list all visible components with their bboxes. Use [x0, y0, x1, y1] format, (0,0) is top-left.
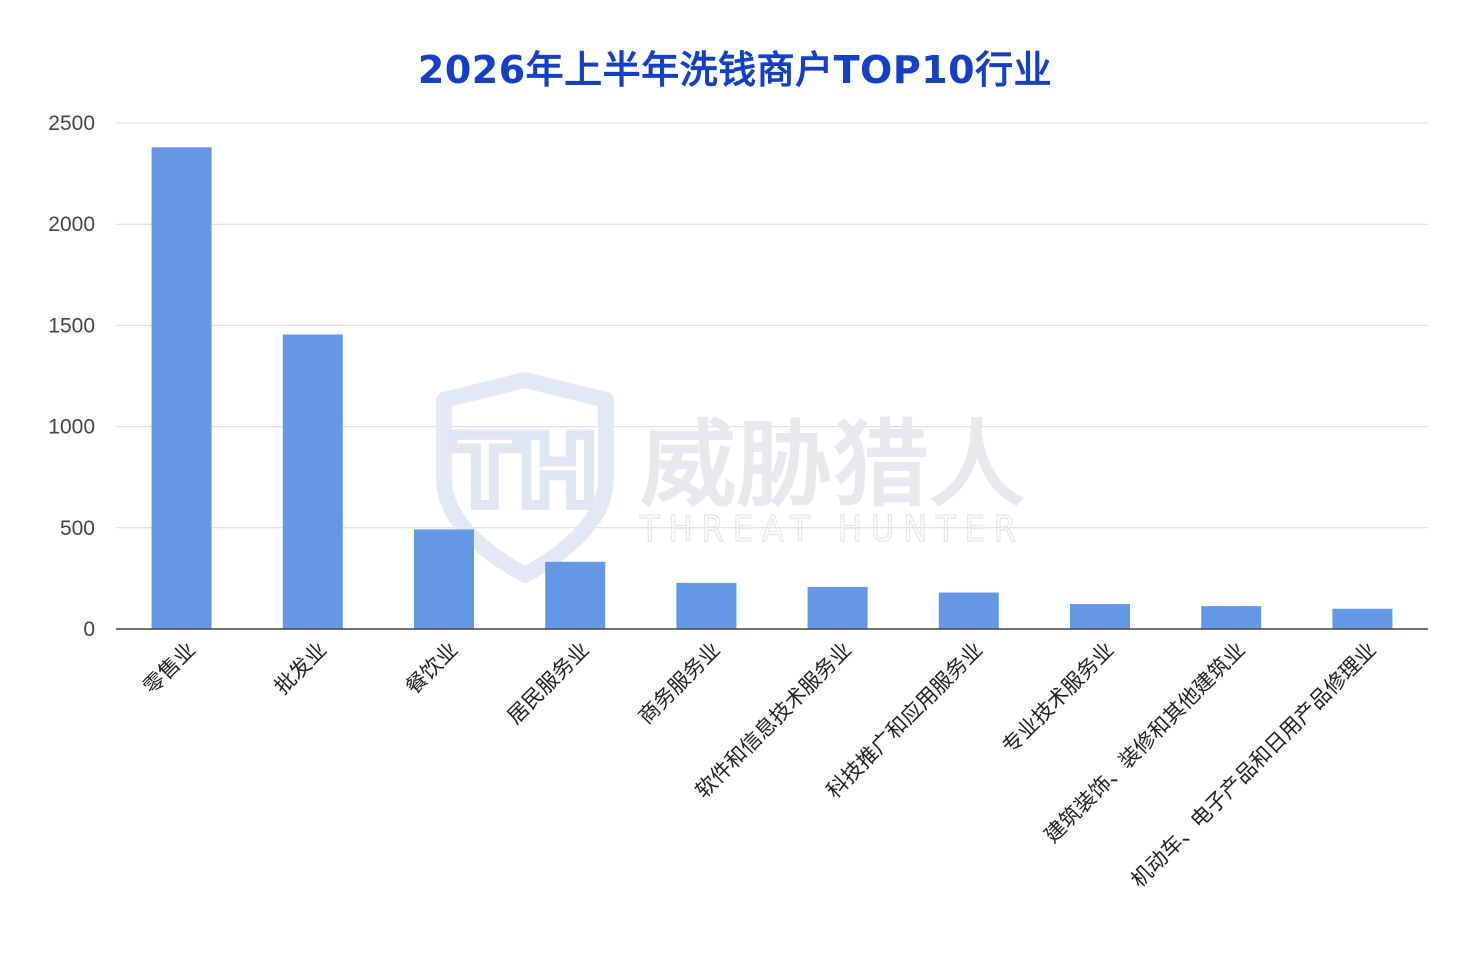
watermark-logo-letters: TH: [452, 416, 598, 528]
x-category-label: 居民服务业: [503, 638, 594, 729]
bars: [151, 147, 1393, 629]
bar: [1070, 604, 1130, 629]
x-axis-labels: 零售业 批发业 餐饮业 居民服务业 商务服务业软件和信息技术服务业科技推广和应用服务业专…: [139, 638, 1381, 893]
watermark: TH 威胁猎人 THREAT HUNTER: [436, 372, 1025, 583]
x-category-label: 零售业: [139, 638, 201, 700]
watermark-text-cn: 威胁猎人: [640, 411, 1025, 520]
watermark-shield-icon: TH: [436, 372, 614, 583]
y-tick-label: 0: [83, 618, 95, 641]
x-category-label: 批发业: [270, 638, 332, 700]
x-category-label: 餐饮业: [401, 638, 463, 700]
bar: [151, 147, 212, 629]
y-tick-label: 2500: [48, 112, 95, 135]
bar: [1201, 606, 1262, 629]
watermark-text-en: THREAT HUNTER: [639, 509, 1025, 550]
y-axis-ticks: 0 500 1000 1500 2000 2500: [48, 112, 95, 641]
bar: [545, 561, 606, 629]
bar: [282, 334, 343, 629]
bar: [414, 529, 474, 629]
y-tick-label: 1500: [48, 314, 95, 337]
x-category-label: 机动车、电子产品和日用产品修理业: [1126, 638, 1381, 893]
y-tick-label: 1000: [48, 416, 95, 439]
x-category-label: 商务服务业: [634, 638, 725, 729]
bar: [1332, 608, 1393, 629]
bar: [807, 586, 868, 629]
y-tick-label: 500: [60, 517, 95, 540]
bar: [676, 582, 737, 629]
chart-title: 2026年上半年洗钱商户TOP10行业: [417, 48, 1053, 92]
bar: [938, 592, 999, 629]
x-category-label: 专业技术服务业: [998, 638, 1119, 759]
y-tick-label: 2000: [48, 213, 95, 236]
